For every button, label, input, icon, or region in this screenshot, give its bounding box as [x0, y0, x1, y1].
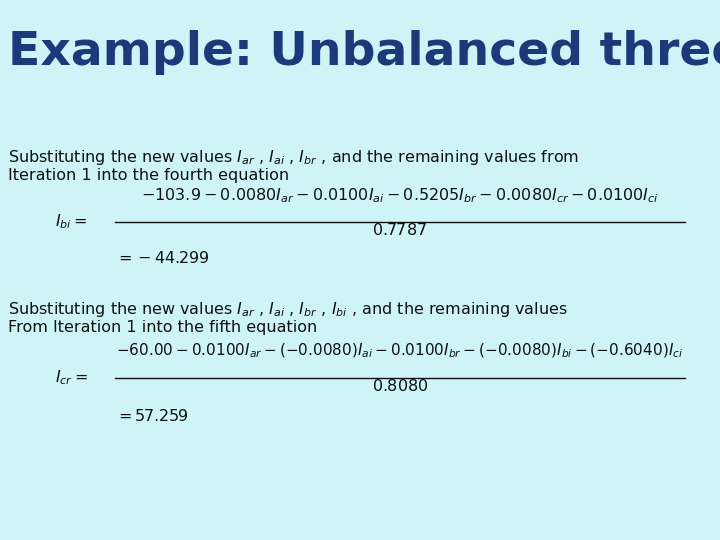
Text: $0.8080$: $0.8080$	[372, 378, 428, 394]
Text: From Iteration 1 into the fifth equation: From Iteration 1 into the fifth equation	[8, 320, 318, 335]
Text: $=-44.299$: $=-44.299$	[115, 250, 210, 266]
Text: Example: Unbalanced three phase load: Example: Unbalanced three phase load	[8, 30, 720, 75]
Text: $-60.00-0.0100I_{ar}-(-0.0080)I_{ai}-0.0100I_{br}-(-0.0080)I_{bi}-(-0.6040)I_{ci: $-60.00-0.0100I_{ar}-(-0.0080)I_{ai}-0.0…	[117, 342, 683, 360]
Text: $-103.9-0.0080I_{ar}-0.0100I_{ai}-0.5205I_{br}-0.0080I_{cr}-0.0100I_{ci}$: $-103.9-0.0080I_{ar}-0.0100I_{ai}-0.5205…	[141, 186, 659, 205]
Text: Substituting the new values $I_{ar}$ , $I_{ai}$ , $I_{br}$ , and the remaining v: Substituting the new values $I_{ar}$ , $…	[8, 148, 579, 167]
Text: Iteration 1 into the fourth equation: Iteration 1 into the fourth equation	[8, 168, 289, 183]
Text: $0.7787$: $0.7787$	[372, 222, 428, 238]
Text: $I_{bi}=$: $I_{bi}=$	[55, 213, 87, 231]
Text: $=57.259$: $=57.259$	[115, 408, 189, 424]
Text: Substituting the new values $I_{ar}$ , $I_{ai}$ , $I_{br}$ , $I_{bi}$ , and the : Substituting the new values $I_{ar}$ , $…	[8, 300, 567, 319]
Text: $I_{cr}=$: $I_{cr}=$	[55, 369, 88, 387]
